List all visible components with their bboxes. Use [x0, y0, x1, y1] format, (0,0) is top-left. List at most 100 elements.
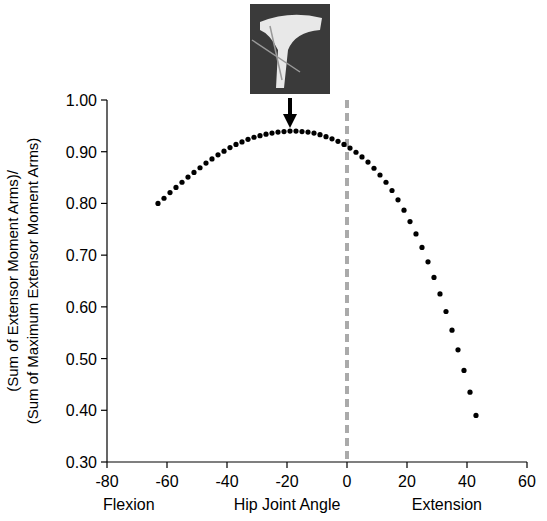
x-tick — [226, 462, 227, 468]
data-point — [419, 245, 424, 250]
data-point — [371, 166, 376, 171]
y-axis — [106, 100, 107, 462]
data-point — [161, 196, 166, 201]
data-point — [347, 145, 352, 150]
data-point — [167, 190, 172, 195]
arrow-shaft — [288, 98, 292, 116]
data-point — [311, 130, 316, 135]
data-point — [293, 128, 298, 133]
inset-muscle — [270, 26, 282, 80]
y-tick — [101, 203, 107, 204]
y-tick — [101, 151, 107, 152]
data-point — [227, 145, 232, 150]
data-point — [233, 142, 238, 147]
x-tick-label: 20 — [398, 473, 416, 490]
data-point — [335, 139, 340, 144]
plot-area — [155, 100, 478, 462]
y-axis-title: (Sum of Maximum Extensor Moment Arms) — [24, 138, 41, 425]
x-tick-label: 0 — [343, 473, 352, 490]
data-point — [329, 136, 334, 141]
data-point — [425, 259, 430, 264]
data-point — [239, 139, 244, 144]
data-point — [461, 368, 466, 373]
x-tick-label: -80 — [95, 473, 118, 490]
y-tick — [101, 99, 107, 100]
data-point — [191, 170, 196, 175]
data-point — [281, 129, 286, 134]
annotation: Extension — [412, 496, 482, 513]
inset-figure — [250, 4, 330, 94]
data-point — [299, 129, 304, 134]
data-point — [431, 275, 436, 280]
y-tick — [101, 358, 107, 359]
y-tick-label: 0.70 — [66, 247, 97, 264]
data-point — [401, 208, 406, 213]
data-point — [473, 413, 478, 418]
data-point — [155, 201, 160, 206]
y-tick-label: 0.50 — [66, 351, 97, 368]
data-point — [245, 137, 250, 142]
arrow-head — [283, 114, 297, 128]
data-point — [443, 309, 448, 314]
x-tick — [106, 462, 107, 468]
x-tick — [526, 462, 527, 468]
data-point — [413, 231, 418, 236]
data-point — [203, 160, 208, 165]
y-tick — [101, 461, 107, 462]
y-tick-label: 0.30 — [66, 454, 97, 471]
x-tick — [346, 462, 347, 468]
data-point — [173, 185, 178, 190]
y-tick — [101, 306, 107, 307]
data-point — [197, 165, 202, 170]
reference-line — [345, 100, 349, 462]
x-tick-label: -20 — [275, 473, 298, 490]
data-point — [179, 180, 184, 185]
chart: 0.30 0.40 0.50 0.60 0.70 0.80 0.90 1.00 -80 -60 -4… — [0, 0, 547, 521]
y-tick-label: 1.00 — [66, 92, 97, 109]
data-point — [221, 149, 226, 154]
y-tick-label: 0.40 — [66, 402, 97, 419]
y-tick — [101, 255, 107, 256]
data-point — [455, 347, 460, 352]
data-point — [305, 129, 310, 134]
data-point — [275, 129, 280, 134]
data-point — [263, 132, 268, 137]
x-tick-label: 40 — [458, 473, 476, 490]
data-point — [377, 172, 382, 177]
data-point — [407, 219, 412, 224]
data-point — [437, 291, 442, 296]
data-point — [209, 156, 214, 161]
data-point — [353, 150, 358, 155]
data-point — [365, 159, 370, 164]
data-point — [449, 328, 454, 333]
data-point — [215, 152, 220, 157]
x-tick-label: -40 — [215, 473, 238, 490]
y-tick — [101, 410, 107, 411]
x-axis-title: Hip Joint Angle — [234, 496, 341, 513]
x-tick-label: -60 — [155, 473, 178, 490]
annotation: Flexion — [103, 496, 155, 513]
data-point — [257, 133, 262, 138]
data-point — [269, 130, 274, 135]
data-point — [287, 128, 292, 133]
y-tick-label: 0.80 — [66, 195, 97, 212]
x-tick — [466, 462, 467, 468]
x-tick — [406, 462, 407, 468]
y-tick-label: 0.90 — [66, 144, 97, 161]
y-tick-label: 0.60 — [66, 299, 97, 316]
data-point — [467, 390, 472, 395]
x-tick-label: 60 — [518, 473, 536, 490]
y-axis-title: (Sum of Extensor Moment Arms)/ — [4, 169, 21, 392]
inset-bg — [250, 4, 330, 94]
data-point — [359, 154, 364, 159]
x-axis — [107, 461, 527, 462]
x-tick — [286, 462, 287, 468]
data-point — [251, 135, 256, 140]
data-point — [185, 174, 190, 179]
data-point — [383, 180, 388, 185]
data-point — [341, 142, 346, 147]
x-tick — [166, 462, 167, 468]
data-point — [323, 134, 328, 139]
data-point — [389, 188, 394, 193]
data-point — [317, 132, 322, 137]
